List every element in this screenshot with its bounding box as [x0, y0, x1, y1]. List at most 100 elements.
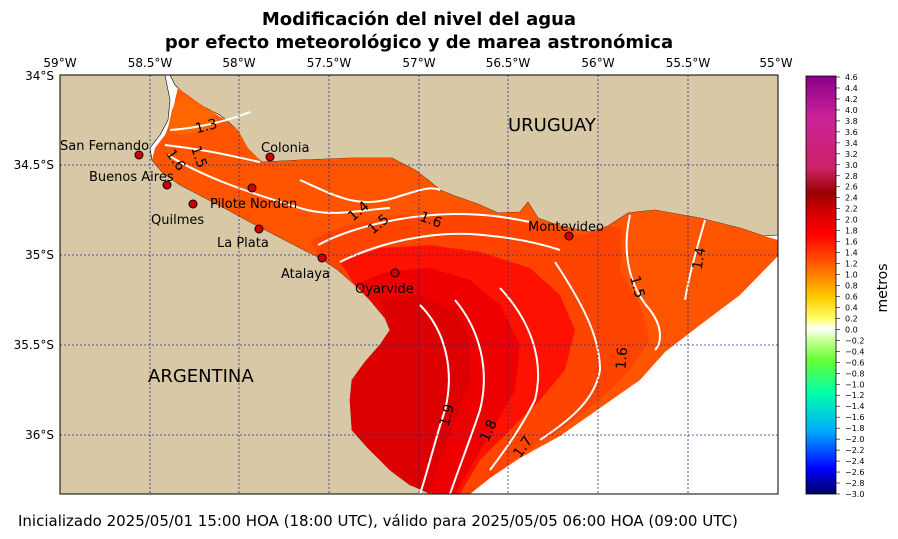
colorbar-tick-label: 2.4 — [845, 194, 858, 203]
colorbar-tick-label: 3.2 — [845, 150, 858, 159]
colorbar-tick-label: −0.2 — [845, 336, 864, 345]
stations — [134, 150, 574, 278]
colorbar-tick-label: 3.4 — [845, 139, 858, 148]
contour-label: 1.3 — [194, 116, 220, 137]
contour-1-5-west — [167, 154, 391, 214]
contour-1-9 — [419, 304, 450, 494]
contour-label: 1.6 — [418, 209, 444, 232]
colorbar-tick-label: −2.6 — [845, 468, 864, 477]
colorbar-tick-label: 2.8 — [845, 172, 858, 181]
colorbar-tick-label: 2.2 — [845, 205, 858, 214]
lat-tick: 34.5°S — [14, 158, 54, 172]
contour-label: 1.6 — [613, 346, 631, 370]
lon-tick: 57°W — [402, 56, 435, 70]
colorbar-tick-label: 2.6 — [845, 183, 858, 192]
colorbar-tick-label: 3.0 — [845, 161, 858, 170]
station-label-pilote-norden: Pilote Norden — [210, 197, 297, 212]
contour-label: 1.4 — [690, 246, 710, 271]
colorbar-label: metros — [875, 263, 891, 312]
colorbar-tick-label: 1.8 — [845, 227, 858, 236]
lon-tick: 56.5°W — [486, 56, 531, 70]
station-marker-buenos-aires — [162, 180, 172, 190]
contour-label: 1.5 — [626, 274, 647, 300]
station-marker-colonia — [265, 152, 275, 162]
field-upper-river — [168, 92, 218, 135]
map-area: 1.3 1.6 1.5 1.4 1.5 1.6 1.5 1.4 1.6 1.9 … — [60, 75, 778, 494]
station-labels: San Fernando Buenos Aires Quilmes Pilote… — [60, 139, 604, 297]
colorbar-tick-label: 0.6 — [845, 292, 858, 301]
colorbar-tick-label: 0.2 — [845, 314, 858, 323]
lon-tick: 59°W — [43, 56, 76, 70]
contour-1-5-mid — [317, 212, 531, 246]
station-label-atalaya: Atalaya — [281, 267, 330, 282]
colorbar-tick-label: −1.6 — [845, 413, 864, 422]
colorbar-tick-label: 4.2 — [845, 95, 858, 104]
lat-tick: 34°S — [25, 69, 54, 83]
lon-tick: 57.5°W — [307, 56, 352, 70]
gridlines — [60, 75, 778, 494]
region-label-uruguay: URUGUAY — [508, 115, 597, 136]
colorbar-tick-label: 1.4 — [845, 249, 858, 258]
colorbar-gradient — [805, 75, 837, 495]
chart-title-line-2: por efecto meteorológico y de marea astr… — [164, 32, 674, 53]
contour-1-6-south — [539, 261, 602, 441]
station-marker-la-plata — [254, 224, 264, 234]
station-label-quilmes: Quilmes — [151, 213, 204, 228]
axis-labels: 59°W 58.5°W 58°W 57.5°W 57°W 56.5°W 56°W… — [14, 56, 793, 442]
contour-1-3 — [169, 111, 251, 131]
colorbar-tick-label: 0.0 — [845, 325, 858, 334]
station-label-colonia: Colonia — [261, 141, 309, 156]
contour-1-5-east — [625, 214, 661, 351]
footer-validity-text: Inicializado 2025/05/01 15:00 HOA (18:00… — [18, 512, 738, 530]
colorbar-tick-label: 1.6 — [845, 238, 858, 247]
station-label-oyarvide: Oyarvide — [355, 282, 414, 297]
colorbar-tick-label: −1.8 — [845, 424, 864, 433]
station-marker-oyarvide — [390, 268, 400, 278]
lon-tick: 58.5°W — [128, 56, 173, 70]
lat-tick: 35°S — [25, 248, 54, 262]
colorbar-ticks: 4.6 4.4 4.2 4.0 3.8 3.6 3.4 3.2 3.0 2.8 2.6 2.4 2.2 2… — [836, 73, 864, 499]
colorbar-tick-label: 4.0 — [845, 106, 858, 115]
colorbar-tick-label: 0.4 — [845, 303, 858, 312]
contour-1-8 — [449, 299, 485, 494]
station-marker-quilmes — [188, 199, 198, 209]
contour-label: 1.9 — [437, 402, 458, 428]
contour-1-6-west — [339, 232, 561, 263]
contour-1-4-east — [684, 219, 706, 301]
station-marker-atalaya — [317, 253, 327, 263]
region-label-argentina: ARGENTINA — [148, 366, 254, 387]
station-marker-montevideo — [564, 231, 574, 241]
field-red-1-9 — [350, 296, 470, 494]
colorbar-tick-label: 1.0 — [845, 271, 858, 280]
colorbar-tick-label: 0.8 — [845, 282, 858, 291]
map-frame — [59, 74, 779, 495]
colorbar-tick-label: −2.4 — [845, 457, 864, 466]
colorbar-tick-label: 3.6 — [845, 128, 858, 137]
lon-tick: 58°W — [222, 56, 255, 70]
contour-label: 1.5 — [187, 144, 210, 170]
colorbar-tick-label: 4.4 — [845, 84, 858, 93]
station-label-buenos-aires: Buenos Aires — [89, 170, 174, 185]
lon-tick: 56°W — [581, 56, 614, 70]
contour-1-4-north — [164, 144, 441, 204]
colorbar-tick-label: 1.2 — [845, 260, 858, 269]
colorbar-tick-label: −0.6 — [845, 358, 864, 367]
colorbar-tick-label: −2.8 — [845, 479, 864, 488]
contour-1-7 — [489, 287, 539, 471]
station-label-la-plata: La Plata — [217, 236, 269, 251]
colorbar-tick-label: −0.8 — [845, 369, 864, 378]
station-marker-pilote-norden — [247, 183, 257, 193]
colorbar-tick-label: −2.0 — [845, 435, 864, 444]
colorbar-tick-label: −3.0 — [845, 490, 864, 499]
lat-tick: 35.5°S — [14, 338, 54, 352]
lon-tick: 55°W — [759, 56, 792, 70]
colorbar-tick-label: −0.4 — [845, 347, 864, 356]
colorbar-tick-label: −2.2 — [845, 446, 864, 455]
colorbar-tick-label: −1.4 — [845, 402, 864, 411]
colorbar-tick-label: −1.2 — [845, 391, 864, 400]
colorbar-tick-label: 2.0 — [845, 216, 858, 225]
chart-title-line-1: Modificación del nivel del agua — [261, 9, 577, 30]
station-label-montevideo: Montevideo — [528, 220, 604, 235]
station-label-san-fernando: San Fernando — [60, 139, 149, 154]
